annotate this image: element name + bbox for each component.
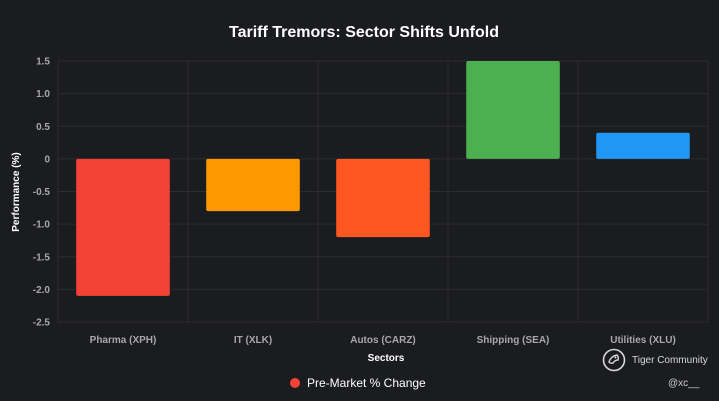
x-tick-label: Shipping (SEA) [477,335,550,346]
x-tick-label: Autos (CARZ) [350,335,416,346]
y-tick-label: -0.5 [33,187,51,198]
legend-swatch [290,378,300,388]
bars [76,61,690,296]
bar [76,158,170,296]
bar [466,61,560,159]
x-tick-label: IT (XLK) [234,335,272,346]
x-tick-label: Utilities (XLU) [610,335,676,346]
chart-title: Tariff Tremors: Sector Shifts Unfold [229,24,499,41]
watermark-user: @xc__ [668,378,700,389]
y-tick-label: 0 [44,154,50,165]
y-tick-label: -1.5 [33,252,51,263]
legend[interactable]: Pre-Market % Change [290,376,426,390]
x-axis-label: Sectors [368,353,405,364]
watermark-community: Tiger Community [602,348,708,372]
y-tick-label: -2.5 [33,318,51,329]
tiger-logo-icon [602,348,626,372]
x-axis-ticks: Pharma (XPH) IT (XLK) Autos (CARZ) Shipping… [90,335,676,346]
y-tick-label: 0.5 [36,122,50,133]
bar [206,158,300,212]
y-tick-label: -2.0 [33,285,51,296]
y-tick-label: -1.0 [33,220,51,231]
y-tick-label: 1.0 [36,89,50,100]
bar [336,158,430,238]
legend-label: Pre-Market % Change [307,376,426,390]
y-axis-ticks: 1.5 1.0 0.5 0 -0.5 -1.0 -1.5 -2.0 -2.5 [33,57,51,329]
bar [596,132,690,159]
y-tick-label: 1.5 [36,57,50,68]
x-tick-label: Pharma (XPH) [90,335,157,346]
y-axis-label: Performance (%) [11,152,22,231]
watermark-community-text: Tiger Community [632,354,708,366]
